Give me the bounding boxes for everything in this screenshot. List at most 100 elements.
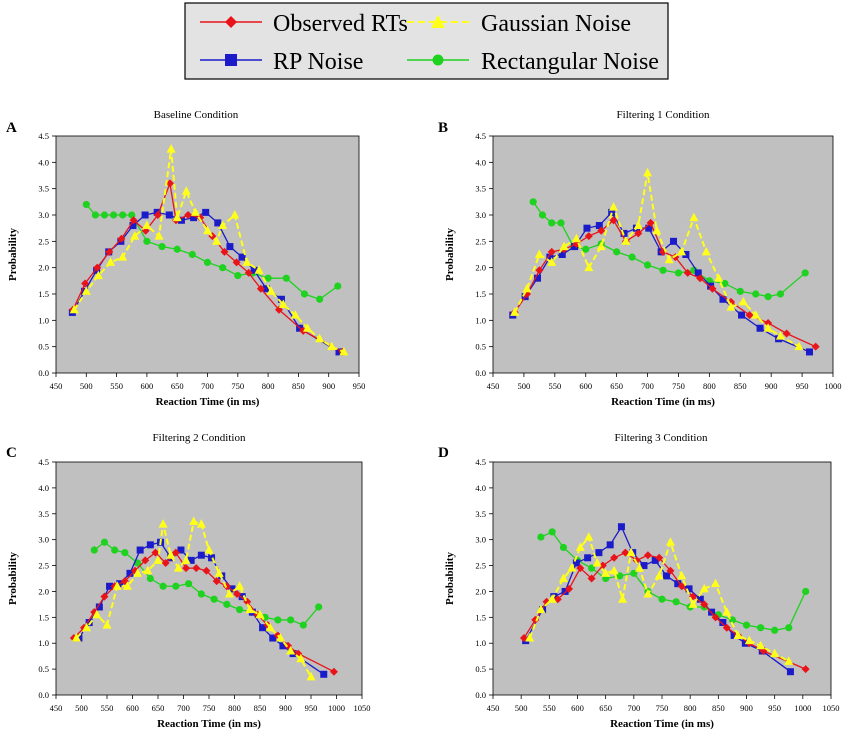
y-tick-label: 0.0 — [38, 690, 49, 700]
x-tick-label: 900 — [765, 381, 778, 391]
data-point — [204, 545, 214, 554]
x-tick-label: 650 — [599, 703, 612, 713]
x-tick-label: 450 — [50, 703, 63, 713]
data-point — [153, 555, 163, 564]
data-point — [302, 323, 312, 332]
data-point — [752, 290, 760, 298]
data-point — [658, 595, 666, 603]
data-point — [756, 324, 764, 332]
data-point — [158, 243, 166, 251]
data-point — [250, 266, 258, 274]
data-point — [177, 546, 185, 554]
data-point — [141, 211, 149, 219]
data-point — [236, 605, 244, 614]
data-point — [643, 167, 653, 177]
data-point — [626, 547, 636, 557]
data-point — [105, 247, 114, 256]
data-point — [81, 286, 91, 295]
diamond-marker-icon — [225, 16, 237, 28]
data-point — [100, 211, 109, 219]
data-point — [587, 574, 596, 583]
data-point — [202, 208, 210, 216]
series-gaussian-noise — [510, 167, 804, 351]
data-point — [153, 211, 162, 219]
data-point — [238, 593, 246, 601]
data-point — [775, 331, 785, 340]
legend-entry-gaussian: Gaussian Noise — [407, 11, 631, 37]
data-point — [711, 578, 721, 588]
y-axis-label: Probability — [7, 228, 19, 281]
data-point — [92, 609, 102, 619]
x-tick-label: 500 — [75, 703, 88, 713]
data-point — [547, 247, 556, 256]
data-point — [722, 607, 732, 616]
data-point — [165, 179, 174, 188]
data-point — [708, 284, 717, 293]
data-point — [597, 226, 606, 235]
data-point — [85, 619, 93, 627]
chart-title: Filtering 1 Condition — [617, 109, 710, 121]
data-point — [93, 263, 102, 272]
data-point — [548, 219, 556, 227]
data-point — [190, 214, 198, 222]
data-point — [634, 229, 643, 238]
data-point — [651, 556, 659, 564]
x-axis-label: Reaction Time (in ms) — [610, 718, 714, 730]
data-point — [172, 582, 180, 590]
data-point — [640, 562, 648, 570]
x-tick-label: 750 — [672, 381, 685, 391]
y-tick-label: 4.0 — [38, 483, 49, 493]
data-point — [571, 243, 579, 251]
data-point — [664, 254, 674, 264]
x-tick-label: 850 — [254, 703, 267, 713]
data-point — [751, 310, 761, 319]
data-point — [801, 665, 810, 674]
data-point — [696, 595, 704, 603]
data-point — [141, 556, 150, 565]
data-point — [744, 635, 754, 645]
data-point — [274, 616, 282, 624]
data-point — [219, 264, 227, 272]
legend-box — [184, 2, 669, 80]
data-point — [643, 261, 652, 269]
data-point — [315, 603, 323, 611]
plot-area — [55, 461, 363, 696]
x-tick-label: 450 — [50, 381, 63, 391]
data-point — [694, 269, 702, 277]
panel-letter: D — [438, 445, 449, 461]
data-point — [223, 600, 231, 608]
series-rectangular-noise — [529, 198, 809, 301]
x-tick-label: 550 — [101, 703, 114, 713]
data-point — [548, 528, 556, 536]
data-point — [613, 248, 621, 256]
x-axis-label: Reaction Time (in ms) — [156, 396, 260, 408]
data-point — [197, 590, 205, 598]
data-point — [119, 211, 127, 219]
series-gaussian-noise — [71, 516, 316, 681]
x-tick-label: 750 — [231, 381, 244, 391]
panel-b: B Filtering 1 Condition 0.0 0.5 1.0 1.5 2.0 2.5… — [438, 109, 842, 408]
x-tick-label: 550 — [548, 381, 561, 391]
data-point — [745, 311, 754, 320]
y-tick-label: 0.5 — [38, 664, 49, 674]
y-tick-label: 1.5 — [38, 289, 49, 299]
data-point — [187, 556, 195, 564]
y-tick-label: 0.0 — [38, 368, 49, 378]
data-point — [224, 589, 234, 598]
legend-entry-rp: RP Noise — [200, 49, 363, 75]
data-point — [802, 587, 810, 596]
series-rectangular-noise — [82, 200, 342, 303]
y-tick-label: 1.5 — [475, 289, 486, 299]
data-point — [628, 253, 636, 261]
data-point — [109, 211, 118, 219]
data-point — [711, 613, 720, 622]
x-tick-label: 600 — [579, 381, 592, 391]
legend: Observed RTs Gaussian Noise RP Noise Rec… — [184, 2, 669, 80]
y-tick-label: 2.5 — [475, 561, 486, 571]
data-point — [265, 622, 275, 632]
data-point — [663, 572, 671, 580]
data-point — [106, 257, 116, 266]
series-observed-rts — [519, 548, 810, 674]
data-point — [166, 550, 176, 559]
